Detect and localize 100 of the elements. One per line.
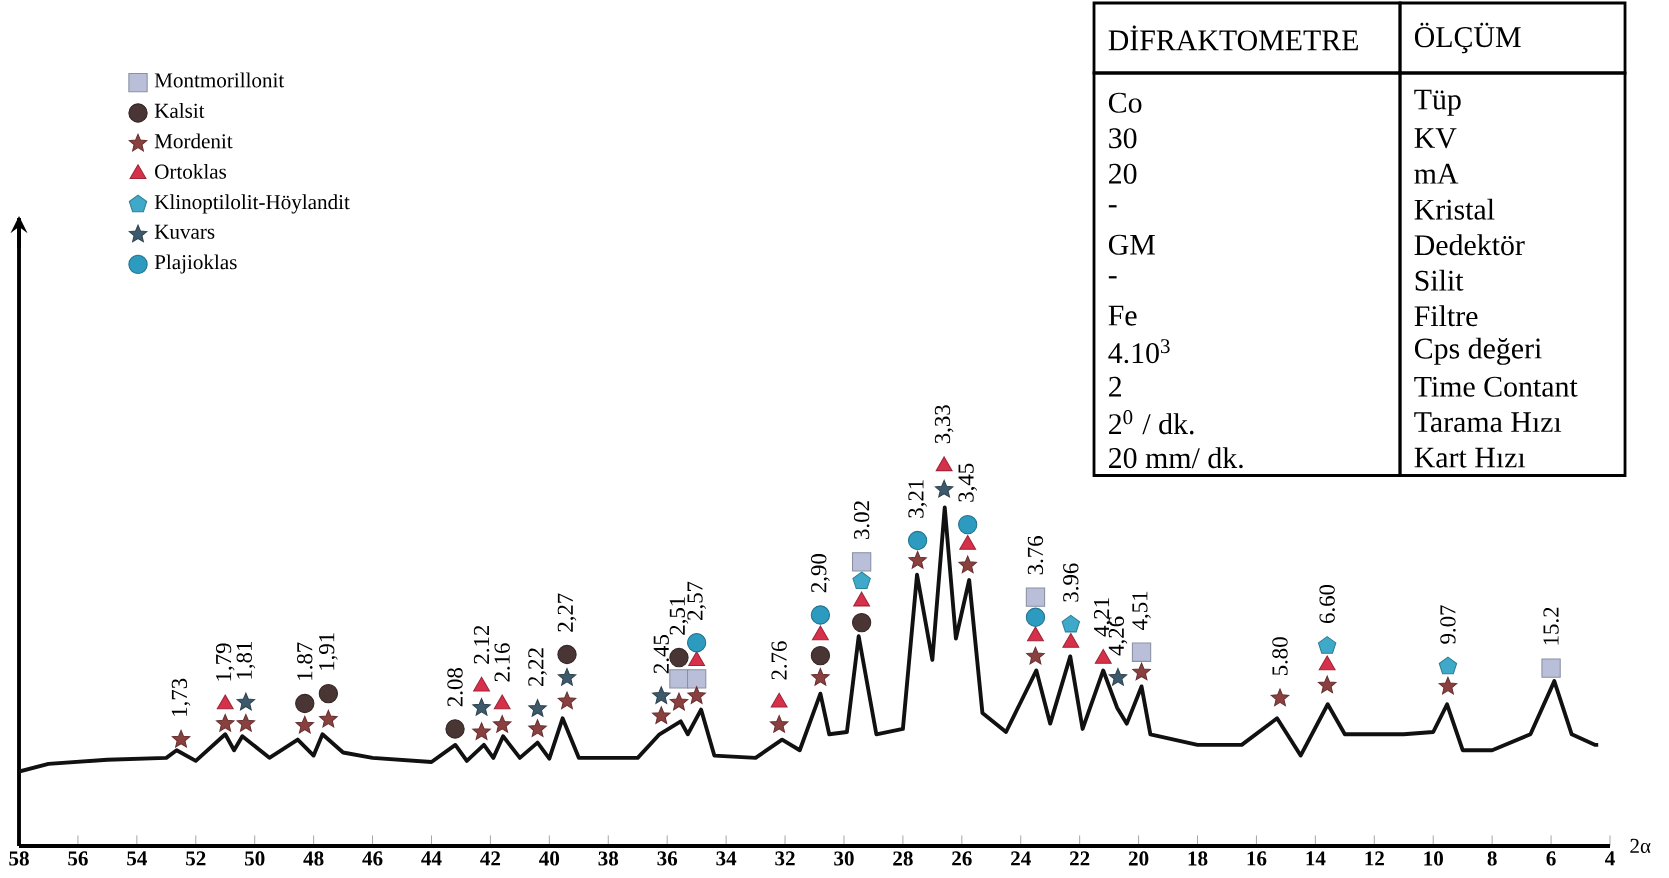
text: Fe: [1108, 305, 1137, 326]
annotation: 15.2: [1543, 607, 1559, 645]
point: [492, 715, 512, 733]
point: [1270, 688, 1290, 707]
annotation: 1,91: [319, 633, 338, 670]
x-tick-label: 22: [1070, 851, 1090, 866]
point: [1438, 656, 1458, 675]
annotation: 4,51: [1132, 591, 1151, 630]
annotation: 3,21: [908, 480, 927, 518]
point: [958, 555, 977, 574]
point: [319, 709, 338, 728]
point: [557, 691, 577, 710]
annotation: 3.02: [853, 501, 870, 539]
annotation: 2.76: [771, 641, 787, 680]
text: Dedektör: [1414, 234, 1525, 256]
point: [1061, 614, 1081, 633]
point: [493, 694, 511, 710]
point: [473, 676, 490, 692]
annotation: 3,45: [958, 463, 978, 502]
x-tick-label: 56: [68, 851, 88, 866]
point: [686, 669, 707, 689]
x-axis-title: 2α: [1630, 838, 1651, 854]
annotation: 2.16: [494, 643, 510, 682]
point: [1318, 655, 1336, 671]
x-tick-label: 20: [1128, 851, 1149, 866]
text: GM: [1108, 234, 1155, 255]
point: [1025, 607, 1046, 627]
legend-label: Kuvars: [154, 224, 215, 239]
x-tick-label: 32: [775, 851, 795, 866]
point: [851, 612, 872, 633]
x-tick-label: 38: [598, 851, 619, 866]
point: [688, 651, 706, 667]
point: [1132, 662, 1151, 681]
text: Time Contant: [1414, 376, 1578, 397]
text: ÖLÇÜM: [1414, 22, 1521, 54]
text: 2$^{0}$ / dk.: [1109, 410, 1194, 435]
point: [1062, 633, 1080, 648]
point: [687, 686, 706, 704]
point: [810, 645, 831, 666]
point: [669, 647, 689, 668]
point: [811, 625, 829, 641]
text: Kristal: [1414, 198, 1495, 220]
text: Tüp: [1414, 89, 1461, 116]
annotation: 3,33: [934, 405, 954, 444]
point: [1027, 626, 1044, 642]
annotation: 2,27: [557, 593, 577, 632]
x-tick-label: 8: [1487, 851, 1497, 866]
legend-label: Mordenit: [154, 133, 233, 149]
point: [557, 644, 577, 665]
point: [908, 551, 927, 569]
legend-label: Ortoklas: [155, 163, 227, 179]
point: [1541, 658, 1561, 678]
point: [770, 692, 788, 708]
point: [669, 669, 689, 689]
annotation: 3.96: [1063, 563, 1079, 602]
annotation: 1,79: [215, 643, 235, 681]
annotation: 2.08: [447, 668, 463, 707]
text: 30: [1109, 128, 1137, 149]
point: [1438, 676, 1458, 695]
annotation: 1.87: [297, 642, 313, 680]
point: [445, 719, 465, 739]
point: [1131, 642, 1152, 662]
point: [958, 514, 978, 535]
point: [528, 719, 547, 737]
point: [472, 722, 491, 740]
text: mA: [1414, 163, 1459, 184]
text: Silit: [1415, 269, 1464, 291]
point: [295, 693, 315, 714]
legend-label: Montmorillonit: [154, 72, 285, 88]
point: [935, 456, 953, 472]
x-tick-label: 52: [186, 851, 206, 866]
x-tick-label: 40: [539, 851, 560, 866]
point: [557, 668, 577, 686]
annotation: 2,57: [687, 581, 706, 620]
point: [472, 698, 491, 716]
x-tick-label: 18: [1188, 851, 1208, 866]
x-tick-label: 12: [1365, 851, 1384, 866]
text: KV: [1414, 128, 1457, 149]
point: [236, 692, 256, 711]
annotation: 2,22: [528, 648, 547, 687]
text: 2: [1109, 376, 1121, 397]
point: [934, 479, 954, 498]
x-tick-label: 26: [952, 851, 972, 866]
point: [907, 530, 928, 551]
point: [669, 692, 689, 711]
point: [959, 535, 977, 550]
x-tick-label: 30: [834, 851, 854, 866]
legend-label: Plajioklas: [154, 254, 237, 274]
point: [528, 699, 547, 717]
text: Filtre: [1414, 305, 1478, 327]
point: [686, 633, 707, 653]
x-tick-label: 48: [303, 851, 324, 866]
x-tick-label: 4: [1605, 851, 1615, 866]
x-tick-label: 46: [362, 851, 383, 866]
annotation: 2,51: [669, 597, 689, 635]
legend-label: Klinoptilolit-Höylandit: [154, 194, 350, 214]
x-tick-label: 36: [657, 851, 678, 866]
annotation: 2.12: [473, 625, 490, 664]
annotation: 20 mm/ dk.: [1109, 447, 1243, 469]
text: Co: [1108, 92, 1142, 113]
